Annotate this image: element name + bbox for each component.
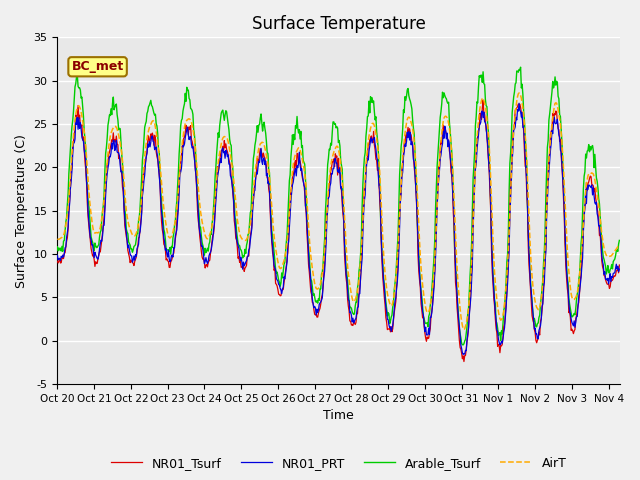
AirT [54, 236, 61, 242]
X-axis label: Time: Time [323, 409, 354, 422]
NR01_Tsurf [54, 258, 61, 264]
NR01_Tsurf [479, 97, 487, 103]
NR01_Tsurf [436, 146, 444, 152]
NR01_PRT [460, 352, 467, 358]
NR01_PRT [72, 116, 79, 121]
AirT [460, 327, 468, 333]
Arable_Tsurf [387, 314, 395, 320]
NR01_Tsurf [103, 161, 111, 167]
AirT [103, 159, 111, 165]
AirT [616, 242, 623, 248]
NR01_PRT [436, 156, 444, 162]
Arable_Tsurf [616, 238, 623, 243]
Arable_Tsurf [460, 342, 467, 348]
NR01_Tsurf [156, 181, 164, 187]
Arable_Tsurf [156, 172, 164, 178]
AirT [72, 111, 79, 117]
Line: Arable_Tsurf: Arable_Tsurf [58, 67, 620, 345]
NR01_PRT [387, 328, 395, 334]
AirT [481, 104, 489, 110]
NR01_PRT [616, 266, 623, 272]
Arable_Tsurf [103, 135, 111, 141]
Legend: NR01_Tsurf, NR01_PRT, Arable_Tsurf, AirT: NR01_Tsurf, NR01_PRT, Arable_Tsurf, AirT [106, 452, 572, 475]
NR01_PRT [54, 252, 61, 258]
NR01_PRT [103, 171, 111, 177]
AirT [387, 303, 395, 309]
NR01_Tsurf [616, 262, 623, 268]
Arable_Tsurf [436, 115, 444, 120]
Line: NR01_PRT: NR01_PRT [58, 103, 620, 355]
AirT [436, 148, 444, 154]
Text: BC_met: BC_met [72, 60, 124, 73]
Line: NR01_Tsurf: NR01_Tsurf [58, 100, 620, 361]
NR01_PRT [515, 100, 523, 106]
NR01_PRT [156, 182, 164, 188]
AirT [515, 90, 523, 96]
Line: AirT: AirT [58, 93, 620, 330]
Arable_Tsurf [516, 64, 524, 70]
NR01_Tsurf [483, 127, 490, 133]
NR01_PRT [481, 120, 489, 125]
Y-axis label: Surface Temperature (C): Surface Temperature (C) [15, 134, 28, 288]
AirT [156, 161, 164, 167]
Arable_Tsurf [54, 244, 61, 250]
Title: Surface Temperature: Surface Temperature [252, 15, 426, 33]
NR01_Tsurf [460, 359, 468, 364]
Arable_Tsurf [481, 96, 489, 102]
NR01_Tsurf [387, 324, 395, 329]
Arable_Tsurf [72, 81, 79, 86]
NR01_Tsurf [72, 112, 79, 118]
